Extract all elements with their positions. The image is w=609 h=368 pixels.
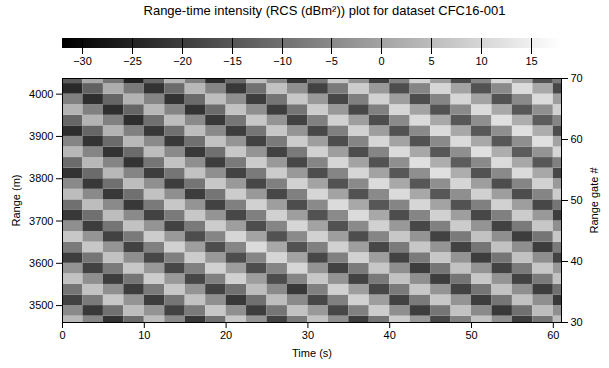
svg-text:10: 10: [475, 55, 487, 67]
svg-text:30: 30: [571, 316, 583, 328]
svg-text:30: 30: [302, 329, 314, 341]
svg-text:50: 50: [571, 194, 583, 206]
svg-text:3500: 3500: [29, 299, 53, 311]
svg-text:Range (m): Range (m): [10, 175, 22, 227]
svg-text:0: 0: [378, 55, 384, 67]
svg-text:60: 60: [571, 133, 583, 145]
svg-text:3900: 3900: [29, 130, 53, 142]
svg-text:−30: −30: [73, 55, 92, 67]
svg-text:−5: −5: [325, 55, 338, 67]
svg-text:3800: 3800: [29, 172, 53, 184]
svg-text:70: 70: [571, 72, 583, 84]
svg-text:40: 40: [571, 255, 583, 267]
svg-text:50: 50: [465, 329, 477, 341]
svg-text:40: 40: [384, 329, 396, 341]
svg-text:0: 0: [59, 329, 65, 341]
svg-text:3600: 3600: [29, 257, 53, 269]
svg-text:Range gate #: Range gate #: [588, 167, 600, 234]
svg-text:Time (s): Time (s): [292, 347, 332, 359]
svg-text:5: 5: [428, 55, 434, 67]
svg-text:10: 10: [138, 329, 150, 341]
svg-text:4000: 4000: [29, 88, 53, 100]
html-text:Range-time intensity (RCS (dBm: Range-time intensity (RCS (dBm²)) plot f…: [143, 3, 506, 18]
svg-text:20: 20: [220, 329, 232, 341]
svg-text:−10: −10: [273, 55, 292, 67]
svg-text:15: 15: [525, 55, 537, 67]
svg-text:−15: −15: [223, 55, 242, 67]
svg-text:60: 60: [547, 329, 559, 341]
svg-text:−25: −25: [123, 55, 142, 67]
svg-text:−20: −20: [173, 55, 192, 67]
svg-text:3700: 3700: [29, 215, 53, 227]
